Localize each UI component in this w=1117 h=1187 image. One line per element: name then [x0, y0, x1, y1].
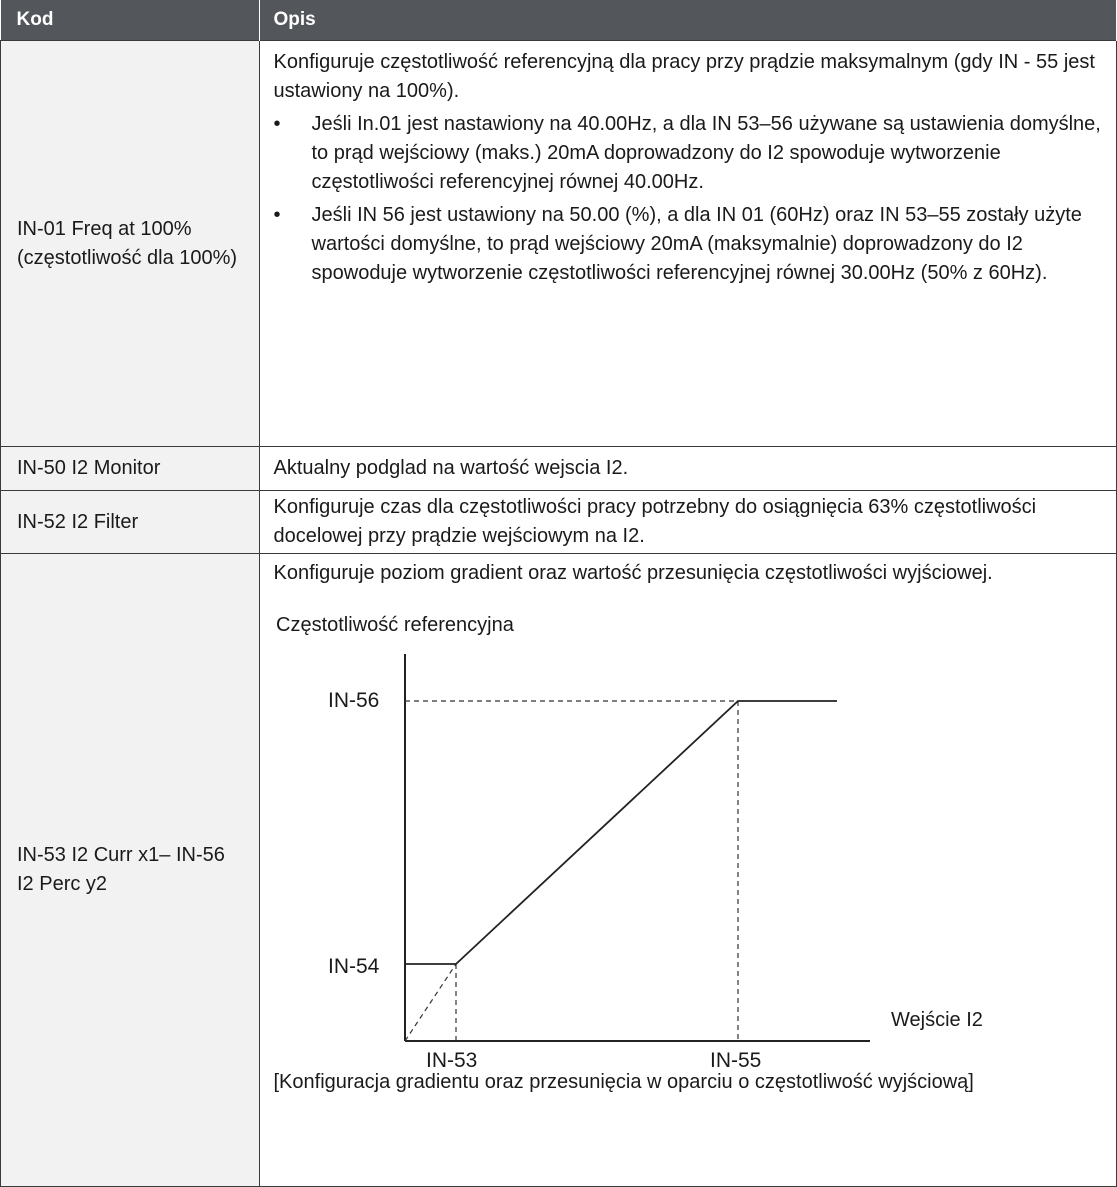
bullet-glyph: • — [274, 201, 281, 230]
header-code: Kod — [1, 0, 260, 41]
y-tick-label: IN-54 — [328, 955, 380, 978]
table-row: IN-52 I2 Filter Konfiguruje czas dla czę… — [1, 491, 1117, 554]
x-axis-label: Wejście I2 — [891, 1009, 983, 1031]
frequency-curve — [405, 701, 837, 964]
description-text: Konfiguruje częstotliwość referencyjną d… — [274, 48, 1105, 106]
param-code-cell: IN-01 Freq at 100% (częstotliwość dla 10… — [1, 41, 260, 447]
bullet-text: Jeśli IN 56 jest ustawiony na 50.00 (%),… — [312, 204, 1082, 284]
x-tick-label: IN-55 — [710, 1049, 761, 1068]
bullet-item: • Jeśli IN 56 jest ustawiony na 50.00 (%)… — [274, 201, 1105, 288]
table-row: IN-50 I2 Monitor Aktualny podglad na war… — [1, 447, 1117, 491]
y-tick-label: IN-56 — [328, 689, 379, 712]
extrapolation-dashed-line — [405, 964, 456, 1041]
param-description-cell: Konfiguruje czas dla częstotliwości prac… — [259, 491, 1117, 554]
bullet-text: Jeśli In.01 jest nastawiony na 40.00Hz, … — [312, 113, 1101, 193]
param-description-cell: Konfiguruje częstotliwość referencyjną d… — [259, 41, 1117, 447]
param-description-cell: Konfiguruje poziom gradient oraz wartość… — [259, 554, 1117, 1187]
bullet-glyph: • — [274, 110, 281, 139]
y-axis-label: Częstotliwość referencyjna — [276, 614, 515, 636]
x-tick-label: IN-53 — [426, 1049, 477, 1068]
param-code-cell: IN-52 I2 Filter — [1, 491, 260, 554]
bullet-list: • Jeśli In.01 jest nastawiony na 40.00Hz,… — [274, 110, 1105, 288]
gradient-offset-chart: Częstotliwość referencyjna Wejście I2 IN… — [274, 598, 1117, 1068]
description-text: Konfiguruje poziom gradient oraz wartość… — [274, 559, 1105, 588]
table-row: IN-53 I2 Curr x1– IN-56 I2 Perc y2 Konfi… — [1, 554, 1117, 1187]
param-code-cell: IN-50 I2 Monitor — [1, 447, 260, 491]
table-row: IN-01 Freq at 100% (częstotliwość dla 10… — [1, 41, 1117, 447]
param-code-cell: IN-53 I2 Curr x1– IN-56 I2 Perc y2 — [1, 554, 260, 1187]
chart-svg: Częstotliwość referencyjna Wejście I2 IN… — [274, 598, 1117, 1068]
bullet-item: • Jeśli In.01 jest nastawiony na 40.00Hz,… — [274, 110, 1105, 197]
table-header-row: Kod Opis — [1, 0, 1117, 41]
figure-caption: [Konfiguracja gradientu oraz przesunięci… — [274, 1068, 1105, 1097]
param-description-cell: Aktualny podglad na wartość wejscia I2. — [259, 447, 1117, 491]
header-description: Opis — [259, 0, 1117, 41]
